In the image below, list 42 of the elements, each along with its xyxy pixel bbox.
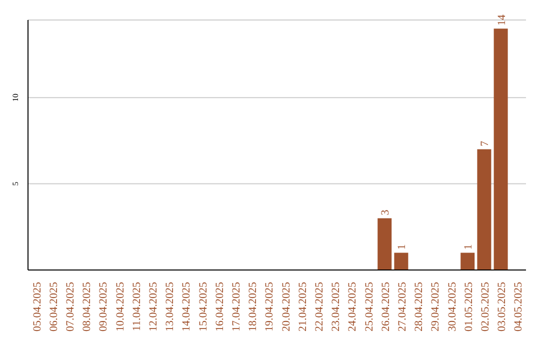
x-tick-label: 23.04.2025 [330,282,342,332]
x-tick-label: 10.04.2025 [114,282,126,332]
x-tick-label: 30.04.2025 [446,282,458,332]
x-tick-label: 29.04.2025 [430,282,442,332]
x-tick-label: 02.05.2025 [480,282,492,332]
x-tick-label: 12.04.2025 [148,282,160,332]
x-tick-label: 17.04.2025 [230,282,242,332]
bar [477,149,492,270]
x-tick-label: 11.04.2025 [130,282,143,332]
x-tick-label: 06.04.2025 [48,282,60,332]
data-label: 1 [462,244,475,250]
x-tick-label: 14.04.2025 [180,282,193,332]
y-tick-label: 10 [11,94,20,102]
x-tick-label: 03.05.2025 [496,282,508,332]
x-tick-label: 26.04.2025 [380,282,392,332]
x-tick-label: 24.04.2025 [346,282,359,332]
x-tick-label: 13.04.2025 [164,282,176,332]
y-tick-label: 5 [11,182,20,186]
x-tick-label: 09.04.2025 [98,282,110,332]
x-tick-label: 07.04.2025 [64,282,76,332]
x-tick-label: 28.04.2025 [413,282,426,332]
data-label: 14 [496,14,508,26]
x-tick-label: 22.04.2025 [314,282,326,332]
x-tick-label: 16.04.2025 [214,282,226,332]
x-tick-label: 05.04.2025 [31,282,44,332]
x-tick-label: 25.04.2025 [363,282,376,332]
x-tick-label: 19.04.2025 [264,282,276,332]
x-tick-label: 21.04.2025 [296,282,309,332]
bar [494,28,508,270]
data-label: 3 [380,209,392,216]
x-tick-label: 01.05.2025 [462,282,475,332]
x-tick-label: 20.04.2025 [280,282,292,332]
x-tick-label: 27.04.2025 [396,282,408,332]
data-label: 1 [396,244,408,250]
x-tick-label: 18.04.2025 [247,282,260,332]
data-label: 7 [479,140,492,146]
bar [394,252,408,270]
x-tick-label: 08.04.2025 [81,282,94,332]
bar [460,252,475,270]
bar [378,218,392,270]
x-tick-label: 15.04.2025 [197,282,210,332]
x-tick-label: 04.05.2025 [512,282,525,332]
